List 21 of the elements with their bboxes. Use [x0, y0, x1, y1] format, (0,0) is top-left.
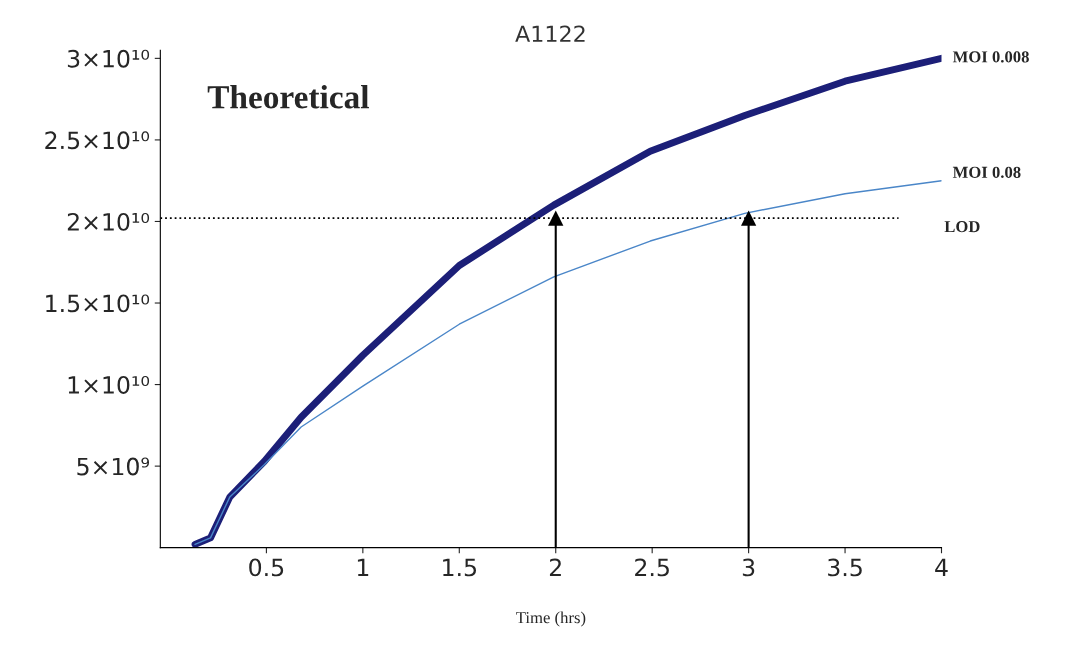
- series-label: MOI 0.08: [952, 166, 1021, 178]
- annotation: Theoretical: [207, 85, 369, 109]
- x-tick-label: 4: [935, 558, 948, 577]
- x-tick-label: 0.5: [249, 558, 284, 577]
- x-tick-label: 1: [357, 558, 369, 577]
- y-tick-label: 1.5×10¹⁰: [46, 294, 150, 313]
- y-tick-label: 2.5×10¹⁰: [45, 131, 150, 150]
- y-tick-label: 5×10⁹: [77, 457, 150, 476]
- chart-title: A1122: [515, 25, 585, 42]
- ref-line-label: LOD: [944, 221, 980, 233]
- x-tick-label: 2.5: [635, 558, 669, 577]
- x-tick-label: 2: [549, 558, 561, 577]
- y-tick-label: 3×10¹⁰: [67, 49, 150, 68]
- x-tick-label: 1.5: [443, 558, 477, 577]
- x-axis-title: Time (hrs): [516, 611, 586, 627]
- x-tick-label: 3: [742, 558, 755, 577]
- x-tick-label: 3.5: [828, 558, 862, 577]
- line-series: [194, 179, 942, 546]
- y-tick-label: 2×10¹⁰: [67, 212, 150, 231]
- series-label: MOI 0.008: [952, 51, 1029, 63]
- y-tick-label: 1×10¹⁰: [68, 376, 150, 394]
